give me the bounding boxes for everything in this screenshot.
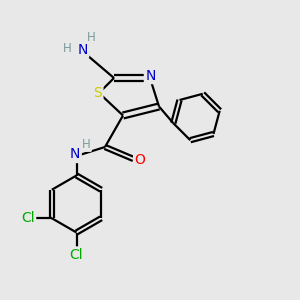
Text: Cl: Cl [70,248,83,262]
Text: N: N [77,43,88,56]
Text: Cl: Cl [21,211,34,225]
Text: H: H [82,137,91,151]
Text: O: O [135,154,146,167]
Text: S: S [93,86,102,100]
Text: N: N [146,69,156,82]
Text: N: N [70,148,80,161]
Text: H: H [62,41,71,55]
Text: H: H [87,31,96,44]
